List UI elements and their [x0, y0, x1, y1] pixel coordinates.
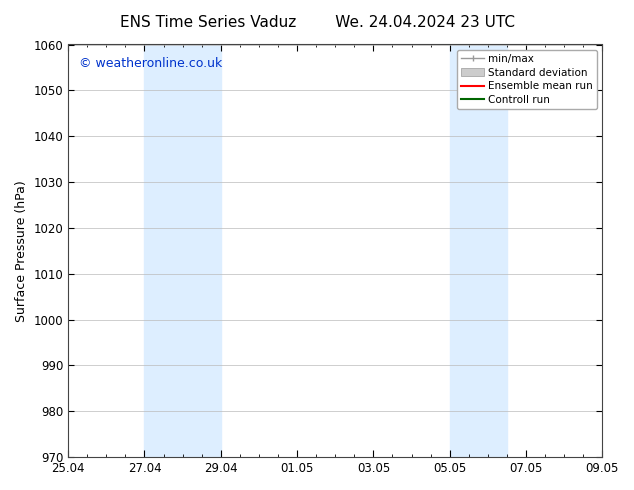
- Y-axis label: Surface Pressure (hPa): Surface Pressure (hPa): [15, 180, 28, 322]
- Text: ENS Time Series Vaduz        We. 24.04.2024 23 UTC: ENS Time Series Vaduz We. 24.04.2024 23 …: [119, 15, 515, 30]
- Legend: min/max, Standard deviation, Ensemble mean run, Controll run: min/max, Standard deviation, Ensemble me…: [457, 49, 597, 109]
- Bar: [145, 45, 221, 457]
- Bar: [450, 45, 507, 457]
- Text: © weatheronline.co.uk: © weatheronline.co.uk: [79, 57, 222, 70]
